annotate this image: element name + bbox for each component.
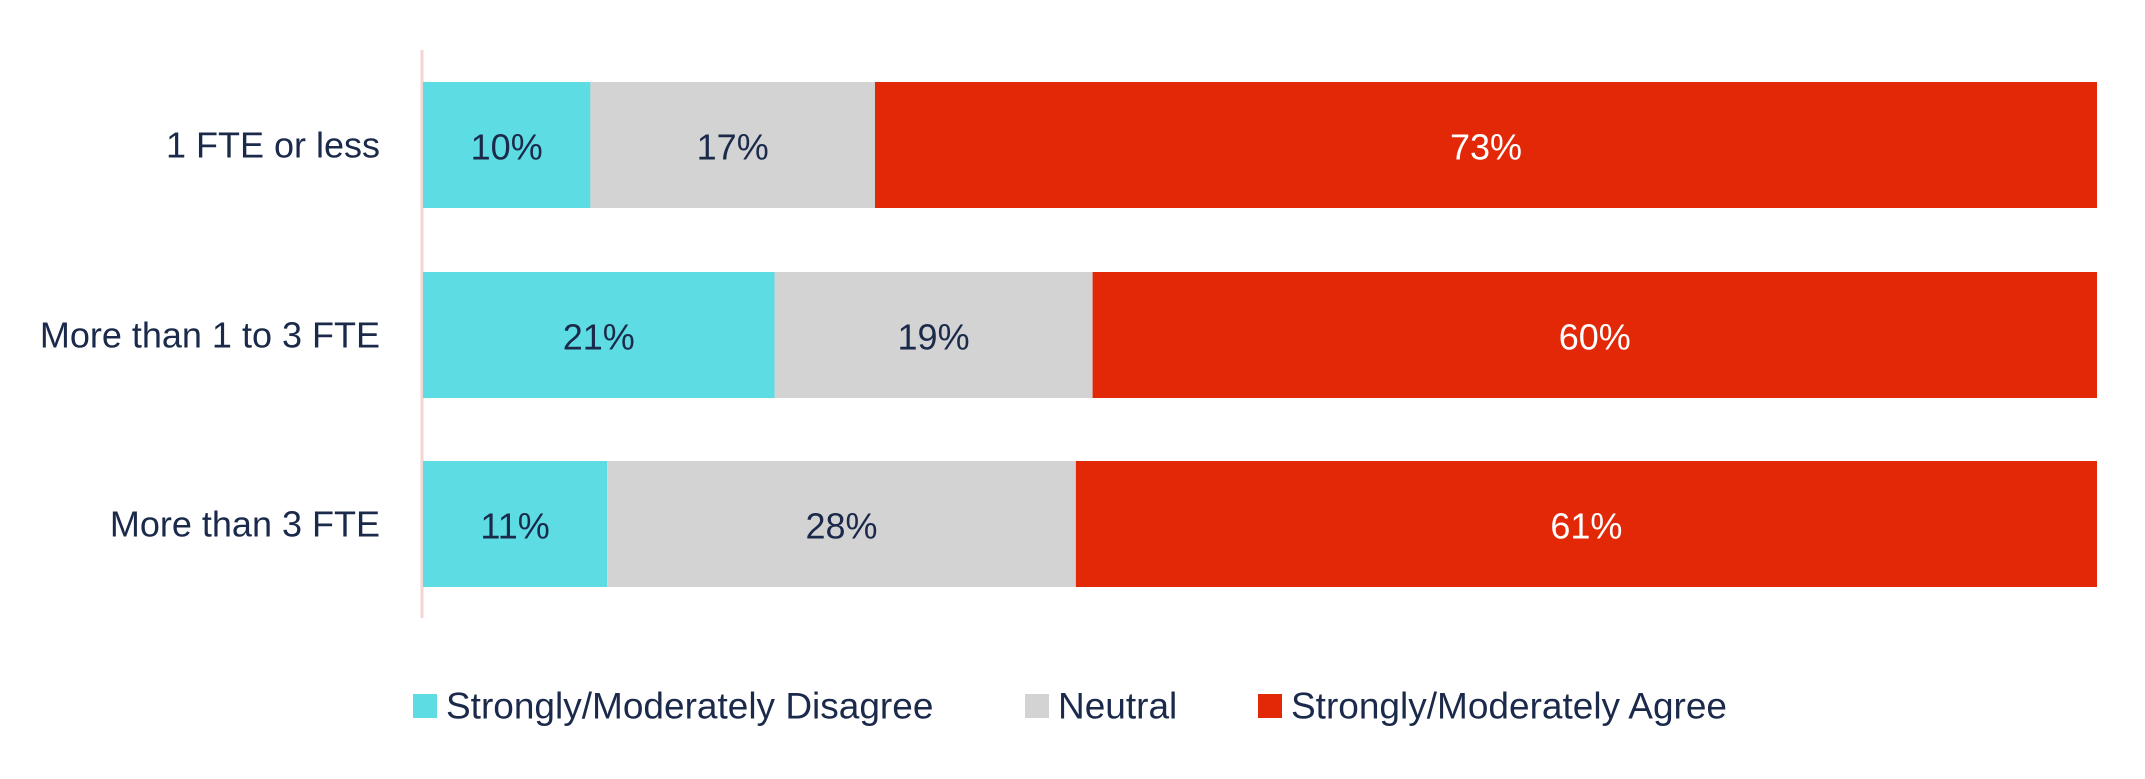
category-label: 1 FTE or less	[166, 125, 380, 166]
category-label: More than 1 to 3 FTE	[40, 315, 380, 356]
data-label: 60%	[1559, 317, 1631, 358]
data-label: 28%	[805, 506, 877, 547]
legend-label: Strongly/Moderately Agree	[1291, 686, 1727, 727]
bar-segment	[874, 82, 2097, 208]
category-label: More than 3 FTE	[110, 504, 380, 545]
bar-segment	[774, 272, 1093, 398]
legend-swatch	[413, 694, 437, 718]
legend-item: Strongly/Moderately Agree	[1258, 686, 1727, 727]
bar-segment	[590, 82, 875, 208]
data-label: 73%	[1450, 127, 1522, 168]
legend-label: Strongly/Moderately Disagree	[446, 686, 933, 727]
data-label: 19%	[898, 317, 970, 358]
legend-swatch	[1025, 694, 1049, 718]
bar-segment	[1092, 272, 2097, 398]
legend-label: Neutral	[1058, 686, 1177, 727]
legend-swatch	[1258, 694, 1282, 718]
bar-segment	[423, 461, 608, 587]
legend-item: Strongly/Moderately Disagree	[413, 686, 933, 727]
data-label: 17%	[697, 127, 769, 168]
data-label: 11%	[480, 506, 549, 547]
data-label: 61%	[1550, 506, 1622, 547]
data-label: 21%	[563, 317, 635, 358]
legend-item: Neutral	[1025, 686, 1177, 727]
bar-segment	[423, 272, 775, 398]
bar-segment	[607, 461, 1076, 587]
bar-segment	[1075, 461, 2097, 587]
bar-segment	[423, 82, 591, 208]
data-label: 10%	[471, 127, 543, 168]
